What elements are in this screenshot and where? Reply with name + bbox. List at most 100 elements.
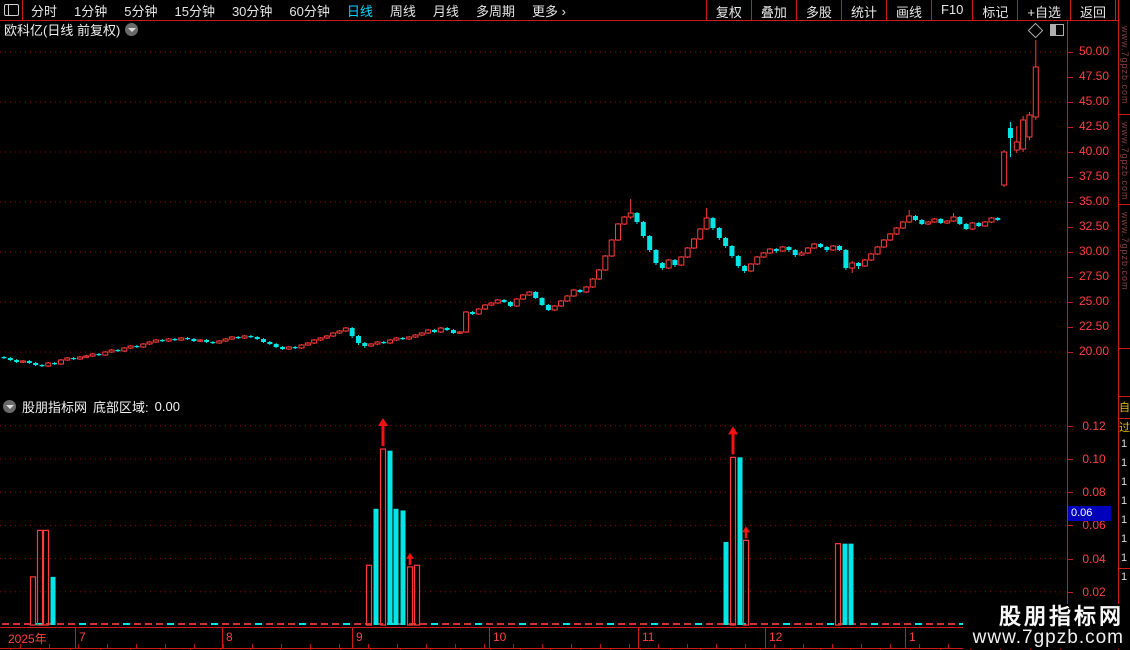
panel-toggle-icon[interactable] (1050, 24, 1064, 36)
zero-line-dash (794, 623, 801, 625)
candle-body (969, 222, 976, 230)
zero-line-dash (882, 623, 889, 625)
topbar-button-f10[interactable]: F10 (930, 0, 972, 20)
right-strip-separator-line (1118, 0, 1119, 650)
menu-item-60min[interactable]: 60分钟 (289, 3, 330, 19)
topbar-button-draw-line[interactable]: 画线 (885, 0, 931, 20)
bottom-edge-tick (610, 648, 611, 650)
candle-body (39, 365, 45, 367)
price-axis-label: 20.00 (1078, 344, 1110, 358)
sidebar-toggle-button[interactable] (0, 0, 23, 20)
indicator-axis-label: 0.12 (1082, 418, 1106, 433)
zero-line-dash (299, 623, 306, 625)
zero-line-dash (167, 623, 174, 625)
candle-body (280, 347, 286, 349)
candle-body (893, 227, 900, 235)
candle-body (317, 337, 324, 341)
zero-line-dash (816, 623, 823, 625)
candle-body (96, 354, 102, 356)
bottom-edge-tick (340, 648, 341, 650)
zero-line-dash (453, 623, 460, 625)
menu-item-1min[interactable]: 1分钟 (74, 3, 108, 19)
collapse-indicator-icon[interactable] (3, 399, 16, 413)
time-axis-tick (397, 644, 398, 648)
candle-body (311, 339, 318, 344)
menu-item-monthly[interactable]: 月线 (432, 3, 459, 19)
zero-line-dash (321, 623, 328, 625)
bottom-edge-tick (1060, 648, 1061, 650)
zero-line-dash (871, 623, 878, 625)
signal-bar-cyan (387, 450, 393, 625)
candle-body (235, 337, 241, 339)
time-axis-tick (252, 644, 253, 648)
main-candlestick-chart[interactable] (0, 20, 1067, 396)
candle-body (1007, 128, 1013, 138)
topbar-button-mark[interactable]: 标记 (972, 0, 1017, 20)
diamond-marker-icon[interactable] (1027, 22, 1044, 38)
zero-line-dash (728, 623, 735, 625)
bottom-edge-tick (760, 648, 761, 650)
time-axis-tick (20, 644, 21, 648)
bottom-edge-tick (250, 648, 251, 650)
price-axis-tick (1068, 252, 1073, 253)
bottom-edge-tick (490, 648, 491, 650)
menu-item-5min[interactable]: 5分钟 (124, 3, 158, 19)
bottom-edge-tick (310, 648, 311, 650)
topbar-button-multi-stock[interactable]: 多股 (795, 0, 841, 20)
zero-line-dash (684, 623, 691, 625)
right-strip-number: 1 (1121, 438, 1128, 450)
zero-line-dash (695, 623, 702, 625)
candle-body (735, 256, 741, 266)
menu-item-more[interactable]: 更多 › (531, 3, 566, 19)
candle-body (716, 228, 722, 238)
candle-body (108, 349, 115, 353)
menu-item-daily[interactable]: 日线 (346, 3, 373, 19)
zero-line-dash (629, 623, 636, 625)
candle-body (121, 347, 128, 352)
topbar-button-adjust[interactable]: 复权 (705, 0, 751, 20)
title-dropdown-icon[interactable] (125, 22, 139, 36)
zero-line-dash (134, 623, 141, 625)
menu-item-fenshi[interactable]: 分时 (31, 3, 58, 19)
candle-body (185, 338, 191, 340)
zero-line-dash (277, 623, 284, 625)
indicator-axis-label: 0.10 (1082, 452, 1106, 466)
time-axis-tick (513, 644, 514, 648)
candle-body (824, 247, 830, 250)
candle-body (723, 238, 729, 246)
price-axis-tick (1068, 227, 1073, 228)
menu-item-30min[interactable]: 30分钟 (231, 3, 273, 19)
candle-body (501, 300, 507, 302)
menu-item-weekly[interactable]: 周线 (389, 3, 416, 19)
topbar-button-back[interactable]: 返回 (1069, 0, 1116, 20)
price-axis-label: 50.00 (1078, 44, 1110, 58)
zero-line-dash (618, 623, 625, 625)
topbar-button-add-watchlist[interactable]: +自选 (1017, 0, 1070, 20)
indicator-source-label: 股朋指标网 (22, 399, 88, 415)
price-axis-tick (1068, 302, 1073, 303)
zero-line-dash (464, 623, 471, 625)
candle-body (134, 346, 140, 348)
menu-item-multi-period[interactable]: 多周期 (475, 3, 515, 19)
zero-line-dash (178, 623, 185, 625)
right-strip-number: 1 (1121, 514, 1128, 526)
candle-body (1026, 114, 1033, 138)
candle-body (779, 246, 786, 252)
right-strip-divider (1119, 568, 1130, 569)
menu-item-15min[interactable]: 15分钟 (174, 3, 215, 19)
zero-line-dash (541, 623, 548, 625)
candle-body (52, 363, 58, 365)
price-axis-tick (1068, 202, 1073, 203)
right-strip-tag: 过 (1119, 422, 1130, 434)
signal-bar-red (742, 539, 750, 626)
candle-body (843, 250, 849, 268)
price-axis-label: 40.00 (1078, 144, 1110, 158)
signal-bar-red (379, 448, 387, 626)
zero-line-dash (442, 623, 449, 625)
zero-line-dash (706, 623, 713, 625)
zero-line-dash (838, 623, 845, 625)
topbar-button-stats[interactable]: 统计 (840, 0, 886, 20)
topbar-button-overlay[interactable]: 叠加 (750, 0, 796, 20)
candle-body (76, 356, 83, 360)
indicator-chart[interactable] (0, 396, 1067, 628)
